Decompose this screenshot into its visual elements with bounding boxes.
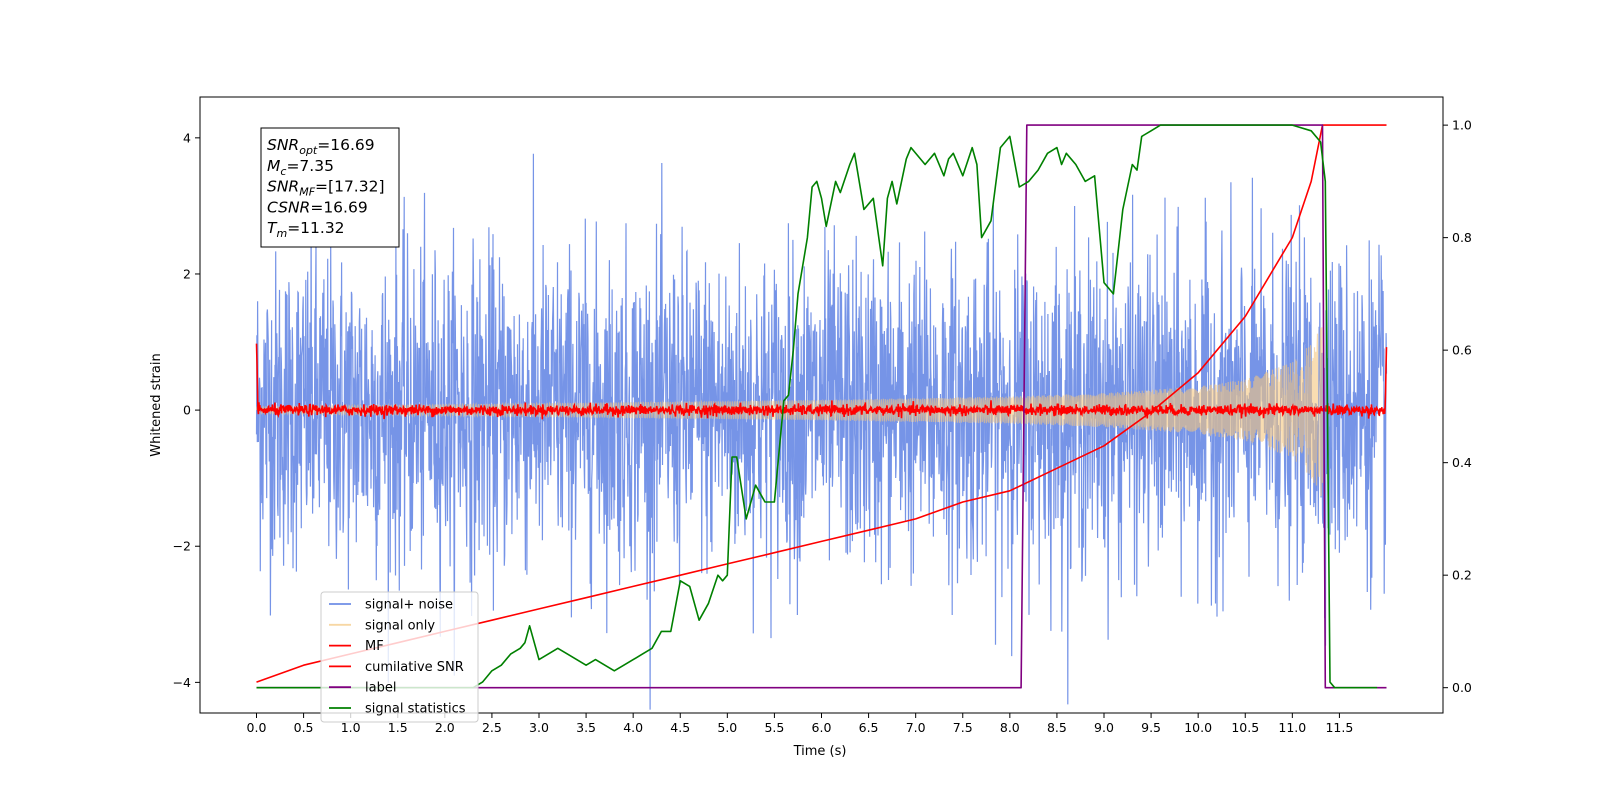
x-tick-label: 8.0 [1000, 720, 1020, 735]
annotation-line: CSNR=16.69 [267, 198, 368, 216]
y-tick-label: 2 [183, 266, 191, 281]
y2-tick-label: 0.8 [1452, 230, 1472, 245]
x-tick-label: 7.5 [953, 720, 973, 735]
x-tick-label: 6.5 [859, 720, 879, 735]
stats-annotation-box: SNRopt=16.69Mc=7.35SNRMF=[17.32]CSNR=16.… [260, 127, 400, 248]
y2-tick-label: 0.0 [1452, 680, 1472, 695]
x-tick-label: 8.5 [1047, 720, 1067, 735]
annotation-line: SNRMF=[17.32] [267, 178, 385, 199]
x-tick-label: 1.5 [388, 720, 408, 735]
x-tick-label: 7.0 [906, 720, 926, 735]
x-tick-label: 0.0 [247, 720, 267, 735]
annotation-line: Mc=7.35 [267, 157, 334, 178]
annotation-frame [260, 127, 400, 248]
legend-entry-signal-noise: signal+ noise [365, 598, 453, 613]
annotation-line: SNRopt=16.69 [267, 136, 375, 157]
y-tick-label: −2 [173, 539, 191, 554]
x-tick-label: 11.5 [1325, 720, 1353, 735]
x-tick-label: 9.5 [1141, 720, 1161, 735]
x-tick-label: 3.0 [529, 720, 549, 735]
x-tick-label: 4.5 [670, 720, 690, 735]
x-tick-label: 0.5 [294, 720, 314, 735]
y-tick-label: −4 [173, 675, 191, 690]
x-axis-label: Time (s) [793, 744, 847, 759]
y-axis-left: −4 −2 0 2 4 [173, 130, 200, 690]
x-tick-label: 6.0 [812, 720, 832, 735]
y-axis-right: 0.0 0.2 0.4 0.6 0.8 1.0 [1443, 118, 1472, 695]
y-tick-label: 0 [183, 403, 191, 418]
y2-tick-label: 1.0 [1452, 118, 1472, 133]
y-axis-label: Whitened strain [149, 353, 164, 456]
x-tick-label: 2.0 [435, 720, 455, 735]
x-tick-label: 2.5 [482, 720, 502, 735]
y2-tick-label: 0.2 [1452, 568, 1472, 583]
legend-entry-signal-only: signal only [365, 618, 435, 633]
legend: signal+ noise signal only MF cumilative SNR… [320, 591, 479, 723]
series-mf [255, 343, 1388, 420]
x-tick-label: 10.0 [1184, 720, 1212, 735]
y2-tick-label: 0.4 [1452, 455, 1472, 470]
y2-tick-label: 0.6 [1452, 343, 1472, 358]
legend-entry-signal-statistics: signal statistics [365, 702, 466, 717]
y-tick-label: 4 [183, 130, 191, 145]
x-axis: 0.0 0.5 1.0 1.5 2.0 2.5 3.0 3.5 4.0 4.5 5.0 5.5 6.0 6… [247, 713, 1353, 735]
x-tick-label: 5.5 [764, 720, 784, 735]
legend-entry-label: label [365, 681, 396, 696]
x-tick-label: 5.0 [717, 720, 737, 735]
legend-entry-cumilative-snr: cumilative SNR [365, 660, 464, 675]
legend-entry-mf: MF [365, 639, 384, 654]
x-tick-label: 3.5 [576, 720, 596, 735]
x-tick-label: 1.0 [341, 720, 361, 735]
x-tick-label: 11.0 [1278, 720, 1306, 735]
x-tick-label: 10.5 [1231, 720, 1259, 735]
x-tick-label: 9.0 [1094, 720, 1114, 735]
annotation-line: Tm=11.32 [267, 219, 345, 240]
x-tick-label: 4.0 [623, 720, 643, 735]
series-signal-statistics [256, 124, 1378, 689]
legend-frame [320, 591, 479, 723]
